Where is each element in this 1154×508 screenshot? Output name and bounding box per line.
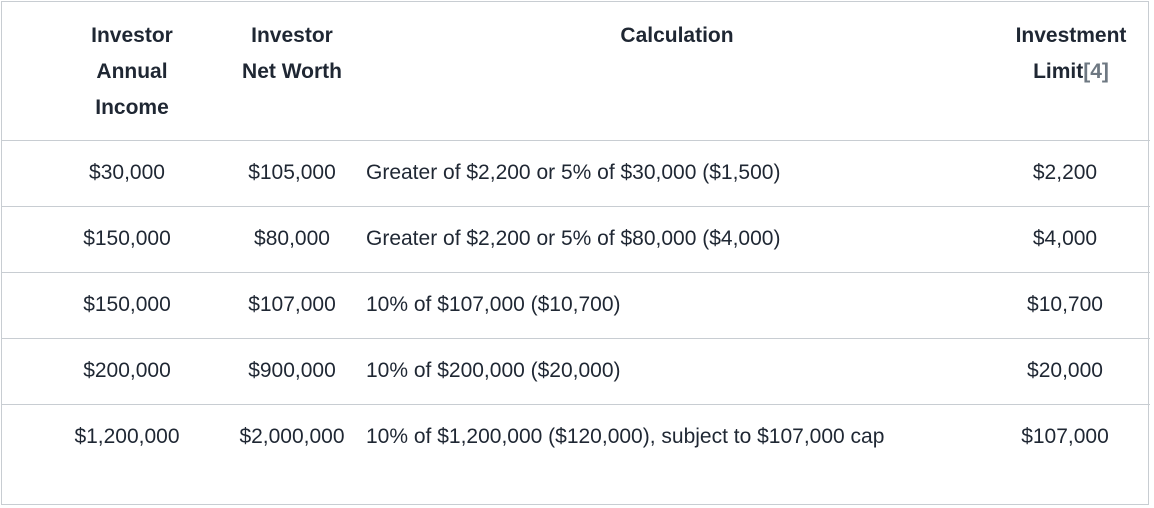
table-row: $30,000 $105,000 Greater of $2,200 or 5%… bbox=[2, 140, 1150, 207]
reference-link-4[interactable]: [4] bbox=[1083, 60, 1109, 83]
table-row: $150,000 $107,000 10% of $107,000 ($10,7… bbox=[2, 272, 1150, 339]
cell-income: $150,000 bbox=[2, 272, 222, 339]
cell-income: $150,000 bbox=[2, 206, 222, 273]
header-income-line-3: Income bbox=[95, 96, 169, 119]
header-investment-limit: Investment Limit[4] bbox=[992, 2, 1150, 141]
header-limit-line-1: Investment bbox=[1015, 24, 1127, 47]
cell-limit: $20,000 bbox=[992, 338, 1150, 405]
cell-calculation: 10% of $107,000 ($10,700) bbox=[362, 272, 992, 339]
investment-limit-table: Investor Annual Income Investor Net Wort… bbox=[2, 2, 1150, 470]
header-limit-text: Limit bbox=[1033, 60, 1084, 83]
cell-limit: $107,000 bbox=[992, 404, 1150, 470]
header-income-line-1: Investor bbox=[91, 24, 173, 47]
cell-income: $30,000 bbox=[2, 140, 222, 207]
cell-calculation: 10% of $200,000 ($20,000) bbox=[362, 338, 992, 405]
table-row: $150,000 $80,000 Greater of $2,200 or 5%… bbox=[2, 206, 1150, 273]
table-row: $200,000 $900,000 10% of $200,000 ($20,0… bbox=[2, 338, 1150, 405]
cell-limit: $2,200 bbox=[992, 140, 1150, 207]
table-row: $1,200,000 $2,000,000 10% of $1,200,000 … bbox=[2, 404, 1150, 470]
header-investor-annual-income: Investor Annual Income bbox=[2, 2, 222, 141]
cell-net-worth: $900,000 bbox=[222, 338, 362, 405]
cell-limit: $4,000 bbox=[992, 206, 1150, 273]
header-networth-line-2: Net Worth bbox=[242, 60, 342, 83]
table-header-row: Investor Annual Income Investor Net Wort… bbox=[2, 2, 1150, 141]
cell-income: $1,200,000 bbox=[2, 404, 222, 470]
cell-net-worth: $2,000,000 bbox=[222, 404, 362, 470]
cell-net-worth: $105,000 bbox=[222, 140, 362, 207]
cell-calculation: Greater of $2,200 or 5% of $30,000 ($1,5… bbox=[362, 140, 992, 207]
header-calculation: Calculation bbox=[620, 24, 734, 47]
header-networth-line-1: Investor bbox=[251, 24, 333, 47]
cell-calculation: 10% of $1,200,000 ($120,000), subject to… bbox=[362, 404, 992, 470]
header-income-line-2: Annual bbox=[96, 60, 168, 83]
header-investor-net-worth: Investor Net Worth bbox=[222, 2, 362, 141]
cell-income: $200,000 bbox=[2, 338, 222, 405]
cell-limit: $10,700 bbox=[992, 272, 1150, 339]
cell-calculation: Greater of $2,200 or 5% of $80,000 ($4,0… bbox=[362, 206, 992, 273]
cell-net-worth: $107,000 bbox=[222, 272, 362, 339]
header-limit-line-2: Limit[4] bbox=[1002, 54, 1140, 90]
cell-net-worth: $80,000 bbox=[222, 206, 362, 273]
